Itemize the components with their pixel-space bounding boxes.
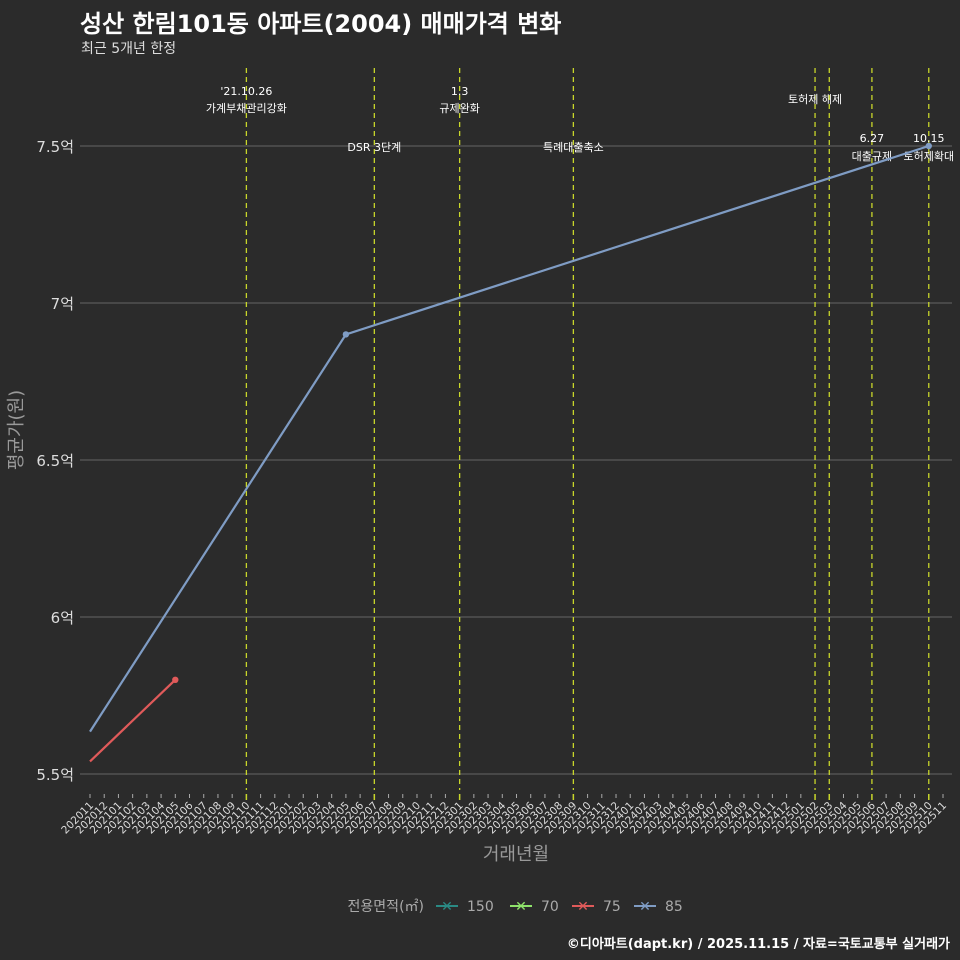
legend-title: 전용면적(㎡) (348, 899, 424, 915)
event-label: 1.3 (451, 85, 469, 98)
legend-label-70: 70 (541, 899, 559, 915)
event-label: 토허제확대 (903, 150, 954, 163)
legend-marker-150: ✕ (441, 899, 453, 915)
y-axis-title: 평균가(원) (6, 390, 27, 470)
event-label: 토허제 해제 (788, 92, 842, 106)
legend-marker-75: ✕ (577, 899, 589, 915)
event-label: 규제완화 (439, 102, 479, 115)
legend-marker-70: ✕ (515, 899, 527, 915)
y-tick-label: 5.5억 (36, 766, 74, 784)
legend-label-75: 75 (603, 899, 621, 915)
event-label: 가계부채관리강화 (206, 102, 287, 115)
data-point-85 (925, 142, 932, 150)
chart-title: 성산 한림101동 아파트(2004) 매매가격 변화 (80, 10, 562, 38)
event-label: DSR 3단계 (347, 141, 401, 154)
legend-marker-85: ✕ (639, 899, 651, 915)
y-tick-label: 7.5억 (36, 138, 74, 156)
chart-subtitle: 최근 5개년 한정 (81, 41, 177, 57)
y-tick-label: 6억 (51, 609, 74, 627)
event-label: 6.27 (860, 132, 885, 145)
y-tick-label: 6.5억 (36, 452, 74, 470)
series-line-75 (89, 679, 177, 763)
data-point-75 (172, 676, 179, 683)
event-label: 특례대출축소 (543, 141, 604, 154)
event-label: 대출규제 (852, 150, 892, 163)
data-point-85 (342, 331, 350, 338)
event-label: '21.10.26 (220, 85, 272, 98)
source-caption: ©디아파트(dapt.kr) / 2025.11.15 / 자료=국토교통부 실… (566, 937, 950, 952)
series-line-85 (89, 144, 930, 733)
event-label: 10.15 (913, 132, 945, 145)
x-axis-title: 거래년월 (483, 844, 549, 865)
legend-label-150: 150 (467, 899, 494, 915)
y-tick-label: 7억 (51, 295, 74, 313)
legend-label-85: 85 (665, 899, 683, 915)
